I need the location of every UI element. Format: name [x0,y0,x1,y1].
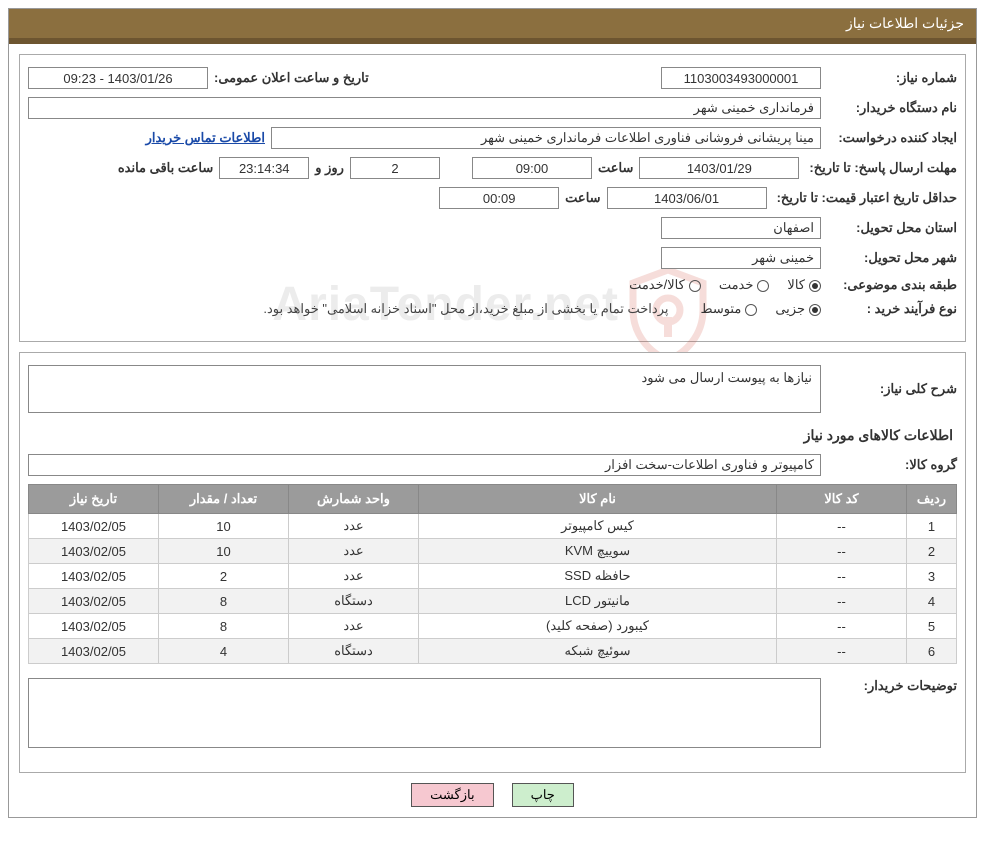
cell-date: 1403/02/05 [29,614,159,639]
announce-datetime-field: 1403/01/26 - 09:23 [28,67,208,89]
table-row: 2--سوییچ KVMعدد101403/02/05 [29,539,957,564]
th-qty: تعداد / مقدار [159,485,289,514]
cell-idx: 1 [907,514,957,539]
cell-qty: 10 [159,514,289,539]
cell-date: 1403/02/05 [29,539,159,564]
cell-unit: عدد [289,614,419,639]
goods-group-field: کامپیوتر و فناوری اطلاعات-سخت افزار [28,454,821,476]
goods-group-label: گروه کالا: [827,457,957,473]
deadline-time-field: 09:00 [472,157,592,179]
page-title: جزئیات اطلاعات نیاز [846,15,964,31]
buyer-notes-field [28,678,821,748]
buyer-contact-link[interactable]: اطلاعات تماس خریدار [146,130,265,146]
purchase-type-label: نوع فرآیند خرید : [827,301,957,317]
table-row: 6--سوئیچ شبکهدستگاه41403/02/05 [29,639,957,664]
radio-service[interactable]: خدمت [719,277,770,293]
purchase-note: پرداخت تمام یا بخشی از مبلغ خرید،از محل … [263,301,668,317]
need-number-label: شماره نیاز: [827,70,957,86]
table-row: 3--حافظه SSDعدد21403/02/05 [29,564,957,589]
items-section: شرح کلی نیاز: نیازها به پیوست ارسال می ش… [19,352,966,773]
page-frame: جزئیات اطلاعات نیاز AriaTender.net شماره… [8,8,977,818]
purchase-type-radios: جزیی متوسط [700,301,821,317]
min-validity-time-field: 00:09 [439,187,559,209]
general-desc-label: شرح کلی نیاز: [827,381,957,397]
cell-qty: 8 [159,589,289,614]
cell-qty: 4 [159,639,289,664]
delivery-city-label: شهر محل تحویل: [827,250,957,266]
button-row: چاپ بازگشت [9,783,976,807]
cell-qty: 8 [159,614,289,639]
cell-code: -- [777,614,907,639]
cell-date: 1403/02/05 [29,514,159,539]
subject-class-label: طبقه بندی موضوعی: [827,277,957,293]
announce-label: تاریخ و ساعت اعلان عمومی: [214,70,369,86]
cell-idx: 4 [907,589,957,614]
requester-label: ایجاد کننده درخواست: [827,130,957,146]
cell-qty: 2 [159,564,289,589]
cell-date: 1403/02/05 [29,589,159,614]
time-label-2: ساعت [565,190,600,206]
cell-unit: عدد [289,564,419,589]
table-row: 4--مانیتور LCDدستگاه81403/02/05 [29,589,957,614]
need-number-field: 1103003493000001 [661,67,821,89]
cell-unit: دستگاه [289,639,419,664]
th-unit: واحد شمارش [289,485,419,514]
cell-qty: 10 [159,539,289,564]
buyer-org-field: فرمانداری خمینی شهر [28,97,821,119]
countdown-field: 23:14:34 [219,157,309,179]
table-row: 5--کیبورد (صفحه کلید)عدد81403/02/05 [29,614,957,639]
buyer-org-label: نام دستگاه خریدار: [827,100,957,116]
requester-field: مینا پریشانی فروشانی فناوری اطلاعات فرما… [271,127,821,149]
cell-name: کیس کامپیوتر [419,514,777,539]
table-row: 1--کیس کامپیوترعدد101403/02/05 [29,514,957,539]
cell-code: -- [777,514,907,539]
radio-partial[interactable]: جزیی [775,301,821,317]
items-table: ردیف کد کالا نام کالا واحد شمارش تعداد /… [28,484,957,664]
items-heading: اطلاعات کالاهای مورد نیاز [32,427,953,444]
cell-name: سوییچ KVM [419,539,777,564]
radio-goods[interactable]: کالا [787,277,821,293]
cell-idx: 2 [907,539,957,564]
th-name: نام کالا [419,485,777,514]
day-and-label: روز و [315,160,344,176]
days-remaining-field: 2 [350,157,440,179]
cell-name: مانیتور LCD [419,589,777,614]
cell-date: 1403/02/05 [29,564,159,589]
min-validity-date-field: 1403/06/01 [607,187,767,209]
cell-name: سوئیچ شبکه [419,639,777,664]
delivery-province-label: استان محل تحویل: [827,220,957,236]
cell-unit: دستگاه [289,589,419,614]
th-date: تاریخ نیاز [29,485,159,514]
cell-name: حافظه SSD [419,564,777,589]
title-bar: جزئیات اطلاعات نیاز [9,9,976,44]
th-row: ردیف [907,485,957,514]
radio-medium[interactable]: متوسط [700,301,757,317]
min-validity-label: حداقل تاریخ اعتبار قیمت: تا تاریخ: [773,190,957,206]
remaining-label: ساعت باقی مانده [118,160,213,176]
subject-class-radios: کالا خدمت کالا/خدمت [629,277,821,293]
cell-date: 1403/02/05 [29,639,159,664]
cell-name: کیبورد (صفحه کلید) [419,614,777,639]
delivery-city-field: خمینی شهر [661,247,821,269]
cell-code: -- [777,539,907,564]
need-info-section: AriaTender.net شماره نیاز: 1103003493000… [19,54,966,342]
cell-unit: عدد [289,539,419,564]
back-button[interactable]: بازگشت [411,783,493,807]
cell-idx: 5 [907,614,957,639]
cell-code: -- [777,639,907,664]
general-desc-field: نیازها به پیوست ارسال می شود [28,365,821,413]
th-code: کد کالا [777,485,907,514]
cell-code: -- [777,564,907,589]
time-label-1: ساعت [598,160,633,176]
cell-idx: 6 [907,639,957,664]
buyer-notes-label: توضیحات خریدار: [827,678,957,694]
cell-code: -- [777,589,907,614]
print-button[interactable]: چاپ [512,783,574,807]
deadline-date-field: 1403/01/29 [639,157,799,179]
cell-unit: عدد [289,514,419,539]
delivery-province-field: اصفهان [661,217,821,239]
radio-goods-service[interactable]: کالا/خدمت [629,277,701,293]
cell-idx: 3 [907,564,957,589]
deadline-label: مهلت ارسال پاسخ: تا تاریخ: [805,160,957,176]
